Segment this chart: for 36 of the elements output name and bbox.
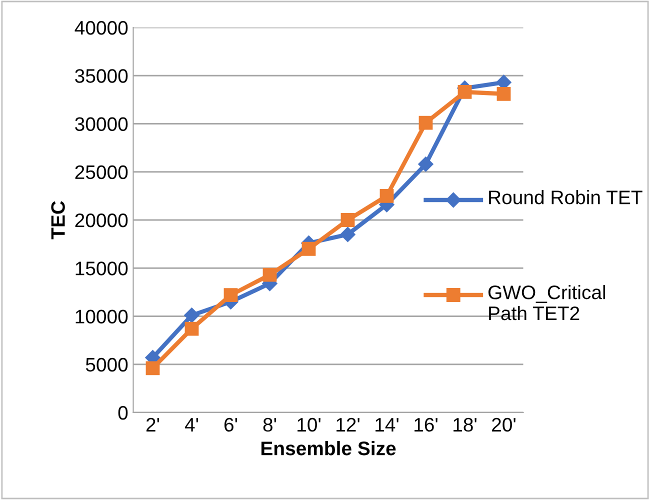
point	[418, 116, 433, 130]
point	[340, 213, 355, 227]
y-axis-title: TEC	[51, 201, 65, 240]
point	[496, 86, 511, 101]
x-tick-label: 6'	[224, 418, 238, 432]
legend-label: Round Robin TET	[489, 190, 642, 204]
point	[340, 226, 356, 242]
y-tick-label: 25000	[75, 165, 128, 180]
point	[224, 288, 238, 302]
x-tick-label: 14'	[376, 418, 398, 432]
legend-label: GWO_Critical Path TET2	[488, 285, 606, 320]
point	[458, 85, 472, 99]
y-tick-label: 5000	[86, 358, 128, 372]
point	[262, 268, 277, 282]
y-tick-label: 15000	[76, 262, 128, 276]
x-tick-label: 18'	[454, 418, 476, 432]
x-tick-label: 16'	[414, 418, 438, 432]
x-tick-label: 12'	[336, 418, 360, 432]
y-tick-label: 20000	[75, 213, 128, 228]
x-tick-label: 2'	[146, 418, 160, 432]
x-axis-title: Ensemble Size	[261, 441, 396, 456]
x-tick-label: 10'	[298, 418, 320, 432]
point	[184, 308, 200, 323]
y-tick-label: 40000	[74, 20, 128, 35]
y-tick-label: 10000	[76, 310, 128, 324]
y-tick-label: 30000	[75, 117, 128, 131]
x-tick-label: 4'	[184, 418, 198, 432]
y-tick-label: 35000	[75, 69, 128, 83]
point	[380, 188, 394, 203]
x-tick-label: 8'	[263, 418, 276, 432]
point	[418, 156, 434, 172]
point	[302, 242, 316, 256]
x-tick-label: 20'	[492, 418, 516, 432]
point	[184, 322, 199, 336]
y-tick-label: 0	[118, 406, 128, 420]
point	[146, 361, 160, 376]
